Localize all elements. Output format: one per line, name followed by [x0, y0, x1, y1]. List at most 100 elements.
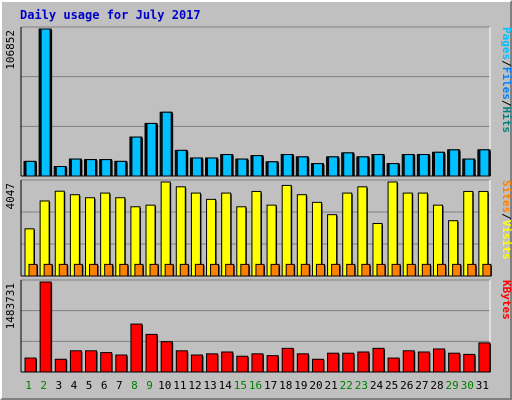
bar-sites	[482, 263, 492, 277]
bar-sites	[361, 263, 371, 277]
day-tick-label: 13	[203, 379, 216, 392]
legend-top: Pages/Files/Hits	[500, 27, 512, 133]
bar-kbytes	[432, 348, 445, 373]
day-tick-label: 15	[234, 379, 247, 392]
bar-pages	[358, 156, 369, 177]
day-tick-label: 2	[40, 379, 47, 392]
legend-kbytes: KBytes	[500, 280, 512, 320]
bar-pages	[86, 159, 97, 177]
bar-kbytes	[39, 281, 52, 373]
bar-pages	[146, 122, 157, 177]
bar-pages	[116, 160, 127, 177]
bar-sites	[406, 263, 416, 277]
day-tick-label: 24	[370, 379, 384, 392]
bar-sites	[391, 263, 401, 277]
bar-pages	[282, 154, 293, 177]
bar-sites	[467, 263, 477, 277]
bar-kbytes	[54, 358, 67, 373]
legend-separator: /	[500, 213, 512, 220]
bar-kbytes	[296, 353, 309, 373]
bar-kbytes	[100, 352, 113, 373]
bar-sites	[73, 263, 83, 277]
day-tick-label: 21	[325, 379, 338, 392]
day-tick-label: 5	[86, 379, 93, 392]
bar-kbytes	[160, 341, 173, 373]
bar-pages	[176, 149, 187, 177]
chart-title: Daily usage for July 2017	[20, 8, 201, 22]
bar-pages	[373, 154, 384, 177]
bar-visits	[478, 190, 489, 277]
bar-sites	[134, 263, 144, 277]
bar-visits	[221, 192, 232, 277]
bar-sites	[452, 263, 462, 277]
day-tick-label: 4	[71, 379, 78, 392]
bar-sites	[164, 263, 174, 277]
bar-kbytes	[115, 354, 128, 373]
bar-visits	[190, 192, 201, 277]
bar-visits	[251, 190, 262, 277]
bar-sites	[225, 263, 235, 277]
bar-visits	[175, 186, 186, 277]
bar-visits	[342, 192, 353, 277]
bar-sites	[28, 263, 38, 277]
day-tick-label: 27	[415, 379, 428, 392]
bar-kbytes	[24, 357, 37, 373]
bar-visits	[54, 190, 65, 277]
day-tick-label: 14	[219, 379, 233, 392]
bar-visits	[160, 181, 171, 277]
bar-pages	[388, 163, 399, 177]
bar-visits	[100, 192, 111, 277]
bar-kbytes	[311, 358, 324, 373]
bar-pages	[25, 160, 36, 177]
bar-kbytes	[190, 354, 203, 373]
bar-pages	[328, 156, 339, 177]
bar-pages	[464, 158, 475, 177]
bar-sites	[194, 263, 204, 277]
day-tick-label: 22	[340, 379, 353, 392]
bar-sites	[421, 263, 431, 277]
bar-pages	[449, 149, 460, 177]
bar-sites	[376, 263, 386, 277]
bar-pages	[343, 152, 354, 177]
day-tick-label: 30	[461, 379, 474, 392]
bar-visits	[417, 192, 428, 277]
bar-kbytes	[281, 347, 294, 373]
bar-pages	[131, 136, 142, 177]
y-max-label: 1483731	[4, 283, 17, 329]
bar-pages	[252, 155, 263, 177]
bar-visits	[357, 186, 368, 277]
day-tick-label: 25	[385, 379, 398, 392]
legend-separator: /	[500, 100, 512, 107]
day-tick-label: 31	[476, 379, 489, 392]
bar-pages	[267, 161, 278, 177]
bar-kbytes	[327, 352, 340, 373]
bar-sites	[179, 263, 189, 277]
bar-kbytes	[206, 353, 219, 373]
bar-visits	[387, 181, 398, 277]
bar-kbytes	[85, 350, 98, 373]
bar-pages	[403, 154, 414, 177]
bar-kbytes	[357, 351, 370, 373]
day-tick-label: 17	[264, 379, 277, 392]
day-tick-label: 29	[446, 379, 459, 392]
bar-sites	[270, 263, 280, 277]
day-tick-label: 18	[279, 379, 292, 392]
day-tick-label: 20	[309, 379, 322, 392]
bar-pages	[161, 111, 172, 177]
bar-kbytes	[221, 351, 234, 373]
bar-kbytes	[342, 352, 355, 373]
bar-kbytes	[448, 352, 461, 373]
bar-sites	[255, 263, 265, 277]
day-tick-label: 10	[158, 379, 171, 392]
bar-pages	[40, 28, 51, 177]
bar-kbytes	[145, 333, 158, 373]
bar-kbytes	[69, 350, 82, 373]
bar-kbytes	[130, 323, 143, 373]
legend-separator: /	[500, 60, 512, 67]
bar-pages	[312, 163, 323, 177]
bar-visits	[69, 194, 80, 277]
bar-pages	[433, 151, 444, 177]
bar-sites	[300, 263, 310, 277]
bar-kbytes	[402, 350, 415, 373]
